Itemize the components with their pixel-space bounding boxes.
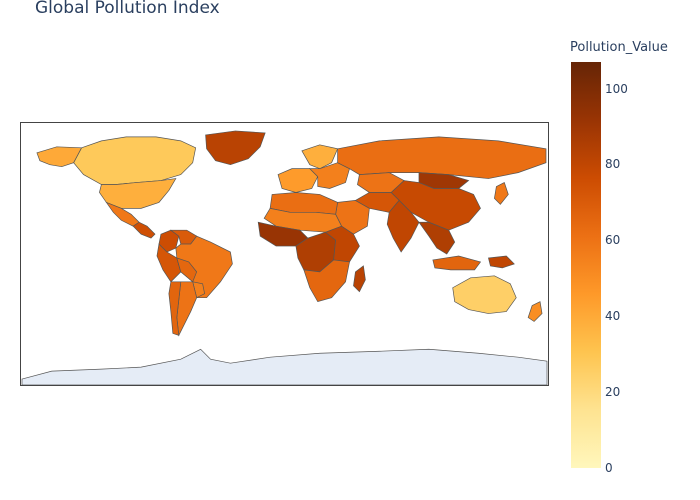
colorbar-tick: 0 (605, 461, 613, 475)
region-chile[interactable] (168, 281, 182, 336)
world-map[interactable] (20, 122, 549, 386)
region-southeast-asia[interactable] (418, 221, 456, 255)
region-western-europe[interactable] (277, 168, 319, 193)
region-united-states[interactable] (99, 178, 177, 209)
region-scandinavia[interactable] (301, 144, 339, 170)
region-bolivia[interactable] (176, 257, 198, 283)
region-eastern-europe[interactable] (308, 162, 350, 189)
region-greenland[interactable] (205, 130, 266, 166)
region-peru[interactable] (156, 243, 182, 283)
region-alaska[interactable] (36, 146, 83, 168)
region-east-africa[interactable] (324, 225, 360, 263)
region-australia[interactable] (452, 275, 517, 314)
region-indonesia[interactable] (432, 255, 482, 271)
region-canada[interactable] (73, 136, 197, 185)
region-central-america[interactable] (132, 221, 156, 239)
region-papua-new-guinea[interactable] (488, 255, 515, 269)
colorbar-tick: 20 (605, 385, 621, 400)
region-southern-africa[interactable] (303, 259, 350, 303)
map-svg[interactable] (21, 123, 548, 385)
region-russia[interactable] (337, 136, 547, 179)
region-new-zealand[interactable] (527, 301, 543, 322)
region-madagascar[interactable] (353, 265, 366, 293)
colorbar-tick: 100 (605, 81, 628, 96)
region-antarctica[interactable] (21, 348, 548, 385)
chart-title: Global Pollution Index (35, 0, 220, 18)
colorbar-tick: 40 (605, 309, 621, 324)
colorbar-tick: 80 (605, 157, 621, 172)
colorbar-tick: 60 (605, 233, 621, 248)
region-japan[interactable] (494, 182, 509, 205)
colorbar-title: Pollution_Value (570, 40, 668, 55)
region-india[interactable] (386, 199, 420, 253)
colorbar-gradient (571, 62, 601, 468)
